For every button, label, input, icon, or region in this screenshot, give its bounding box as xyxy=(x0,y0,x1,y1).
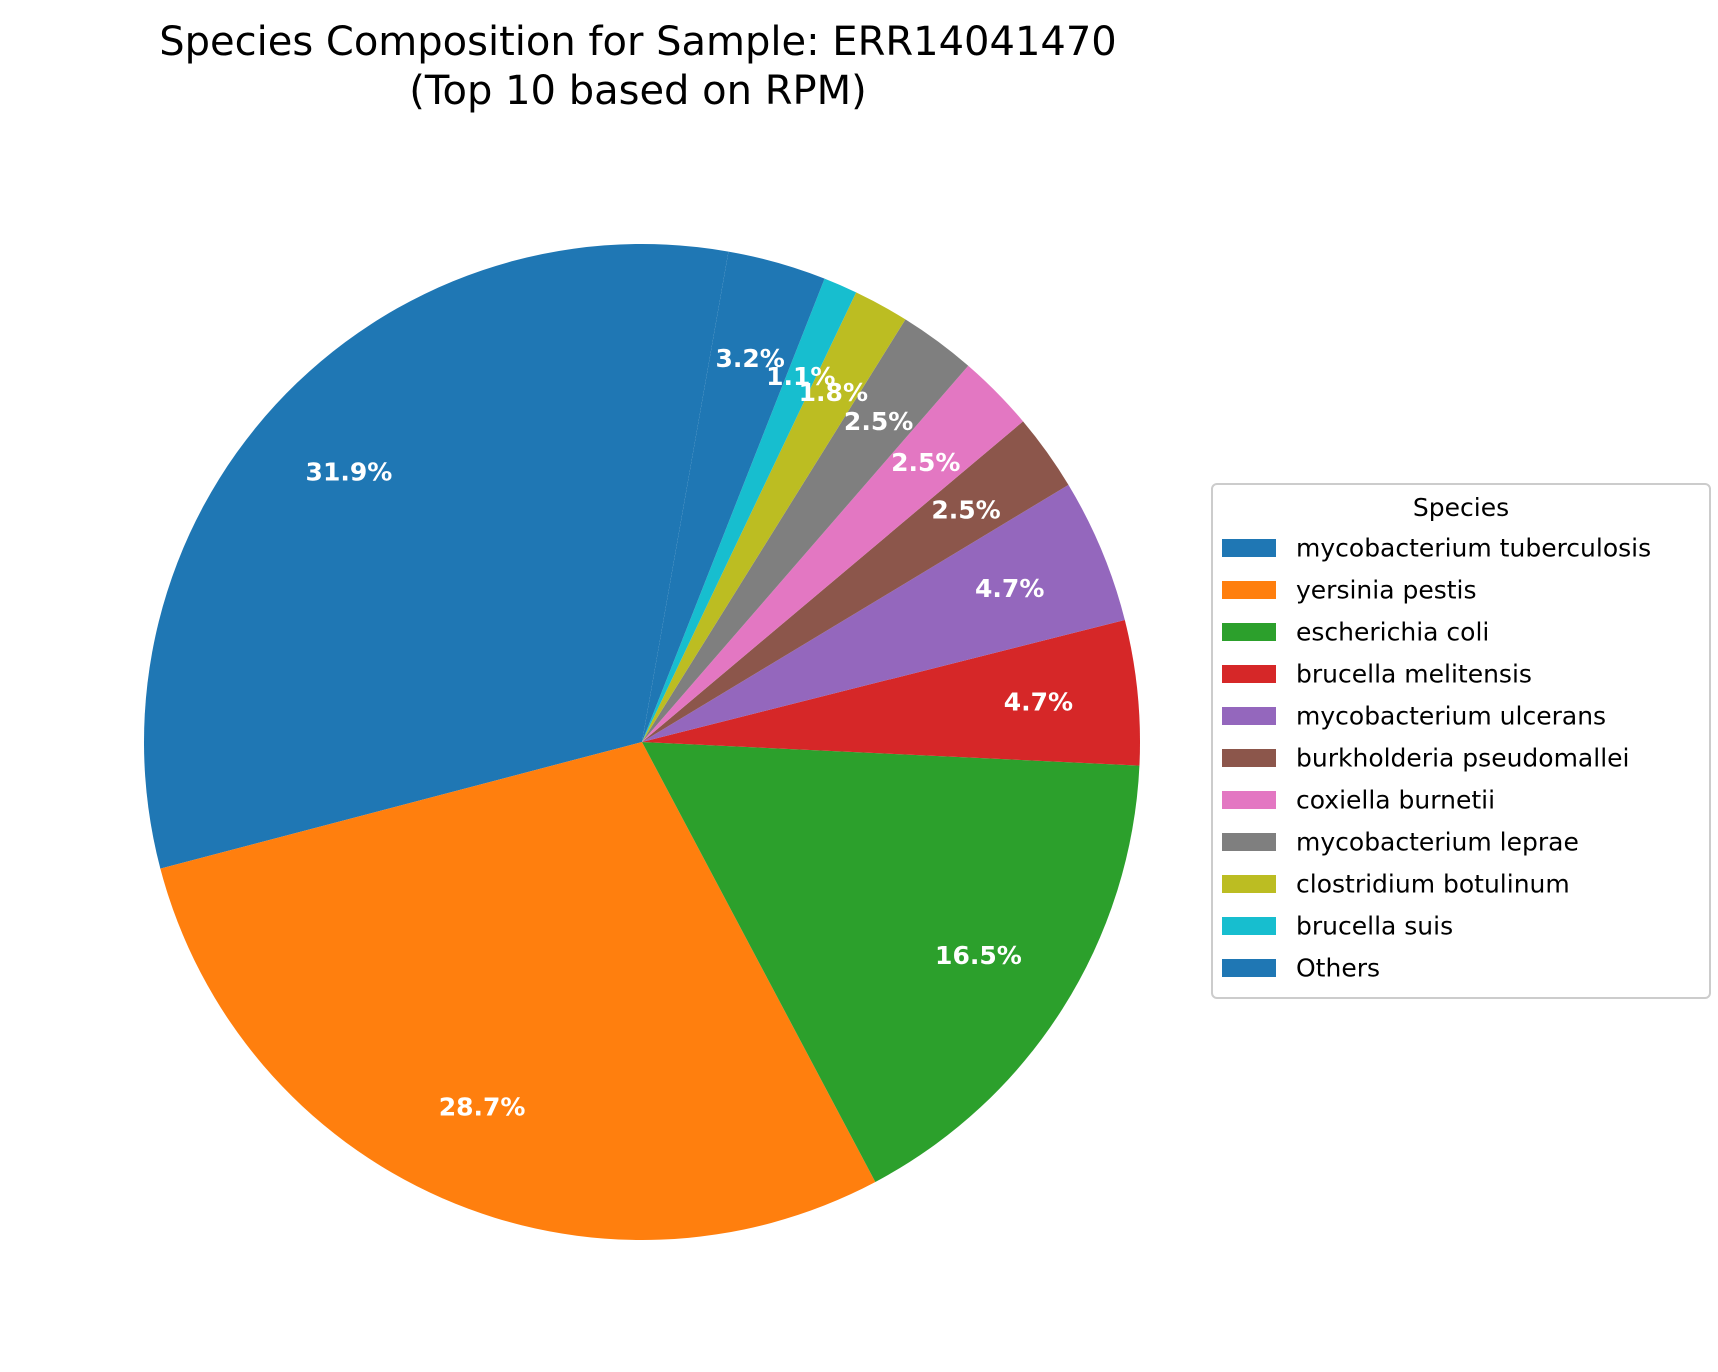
legend-items: mycobacterium tuberculosis yersinia pesti… xyxy=(1222,534,1651,983)
pie-slice-mycobacterium-tuberculosis xyxy=(144,244,729,869)
legend-swatch xyxy=(1222,833,1276,851)
legend-label: mycobacterium tuberculosis xyxy=(1296,534,1651,563)
legend: Species mycobacterium tuberculosis yersin… xyxy=(1211,483,1711,999)
legend-item-clostridium-botulinum: clostridium botulinum xyxy=(1222,870,1570,899)
legend-swatch xyxy=(1222,917,1276,935)
pie-slice-mycobacterium-ulcerans xyxy=(642,484,1125,742)
legend-swatch xyxy=(1222,665,1276,683)
legend-swatch xyxy=(1222,539,1276,557)
pie-slice-others xyxy=(642,251,825,742)
legend-label: mycobacterium leprae xyxy=(1296,828,1579,857)
chart-subtitle: (Top 10 based on RPM) xyxy=(409,68,866,114)
legend-item-escherichia-coli: escherichia coli xyxy=(1222,618,1489,647)
pie-label-mycobacterium-tuberculosis: 31.9% xyxy=(306,458,393,487)
legend-label: coxiella burnetii xyxy=(1296,786,1495,815)
legend-item-burkholderia-pseudomallei: burkholderia pseudomallei xyxy=(1222,744,1629,773)
legend-item-mycobacterium-ulcerans: mycobacterium ulcerans xyxy=(1222,702,1606,731)
legend-swatch xyxy=(1222,707,1276,725)
pie-slice-clostridium-botulinum xyxy=(642,292,906,742)
legend-label: burkholderia pseudomallei xyxy=(1296,744,1629,773)
pie-slice-burkholderia-pseudomallei xyxy=(642,421,1069,742)
legend-label: escherichia coli xyxy=(1296,618,1489,647)
legend-swatch xyxy=(1222,959,1276,977)
legend-item-mycobacterium-tuberculosis: mycobacterium tuberculosis xyxy=(1222,534,1651,563)
pie-label-coxiella-burnetii: 2.5% xyxy=(891,448,960,477)
pie-label-clostridium-botulinum: 1.8% xyxy=(799,378,868,407)
chart-title: Species Composition for Sample: ERR14041… xyxy=(159,19,1117,65)
legend-label: brucella melitensis xyxy=(1296,660,1532,689)
legend-item-others: Others xyxy=(1222,954,1380,983)
pie-percent-labels: 31.9%28.7%16.5%4.7%4.7%2.5%2.5%2.5%1.8%1… xyxy=(306,344,1074,1121)
pie-label-mycobacterium-leprae: 2.5% xyxy=(844,407,913,436)
legend-swatch xyxy=(1222,791,1276,809)
pie-slice-mycobacterium-leprae xyxy=(642,319,969,742)
legend-item-yersinia-pestis: yersinia pestis xyxy=(1222,576,1477,605)
legend-swatch xyxy=(1222,623,1276,641)
pie-slice-brucella-suis xyxy=(642,278,857,742)
pie-label-escherichia-coli: 16.5% xyxy=(935,941,1022,970)
pie-slices xyxy=(144,244,1140,1240)
legend-title: Species xyxy=(1413,493,1509,522)
legend-swatch xyxy=(1222,875,1276,893)
legend-swatch xyxy=(1222,749,1276,767)
pie-label-brucella-melitensis: 4.7% xyxy=(1004,688,1073,717)
legend-item-mycobacterium-leprae: mycobacterium leprae xyxy=(1222,828,1579,857)
legend-frame xyxy=(1211,483,1711,999)
pie-label-others: 3.2% xyxy=(715,344,784,373)
pie-slice-brucella-melitensis xyxy=(642,619,1140,766)
pie-slice-coxiella-burnetii xyxy=(642,365,1024,742)
pie-slice-escherichia-coli xyxy=(642,742,1140,1182)
legend-swatch xyxy=(1222,581,1276,599)
legend-item-coxiella-burnetii: coxiella burnetii xyxy=(1222,786,1495,815)
pie-slice-yersinia-pestis xyxy=(160,742,876,1240)
legend-label: mycobacterium ulcerans xyxy=(1296,702,1606,731)
pie-label-mycobacterium-ulcerans: 4.7% xyxy=(975,574,1044,603)
pie-label-brucella-suis: 1.1% xyxy=(766,362,835,391)
pie-label-burkholderia-pseudomallei: 2.5% xyxy=(931,496,1000,525)
legend-item-brucella-suis: brucella suis xyxy=(1222,912,1453,941)
legend-label: Others xyxy=(1296,954,1380,983)
pie-label-yersinia-pestis: 28.7% xyxy=(439,1092,526,1121)
legend-item-brucella-melitensis: brucella melitensis xyxy=(1222,660,1532,689)
legend-label: clostridium botulinum xyxy=(1296,870,1570,899)
legend-label: yersinia pestis xyxy=(1296,576,1477,605)
legend-label: brucella suis xyxy=(1296,912,1453,941)
